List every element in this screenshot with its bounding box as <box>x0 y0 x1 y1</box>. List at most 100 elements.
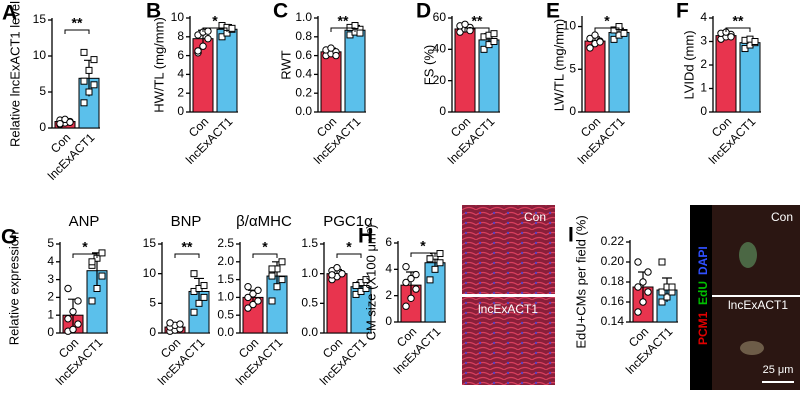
x-tick-label: lncExACT1 <box>45 130 98 183</box>
y-tick-label: 5 <box>39 84 46 98</box>
data-point <box>586 44 594 52</box>
y-tick-label: 0 <box>47 325 54 339</box>
sig-label: ** <box>72 15 83 31</box>
y-tick-label: 15 <box>33 12 47 26</box>
data-point <box>663 293 671 301</box>
y-tick-label: 40 <box>433 42 447 56</box>
x-tick-label: lncExACT1 <box>311 114 364 167</box>
data-point <box>194 47 202 55</box>
y-tick-label: 2.5 <box>217 236 234 250</box>
data-point <box>639 298 647 306</box>
panel-letter: G <box>1 226 17 249</box>
y-axis-label: RWT <box>278 50 293 79</box>
bar <box>739 42 761 113</box>
data-point <box>596 38 604 46</box>
data-point <box>658 258 666 266</box>
data-point <box>278 258 286 266</box>
data-point <box>176 320 184 328</box>
data-point <box>190 270 198 278</box>
sig-bracket <box>594 27 620 32</box>
y-axis-label: EdU+CMs per field (%) <box>573 215 588 348</box>
cell <box>739 242 757 268</box>
image-label: lncExACT1 <box>728 298 788 312</box>
data-point <box>741 45 749 53</box>
sig-bracket <box>64 29 90 34</box>
y-tick-label: 3 <box>47 272 54 286</box>
data-point <box>66 118 74 126</box>
panel-letter: B <box>146 0 161 23</box>
data-point <box>402 302 410 310</box>
data-point <box>74 297 82 305</box>
subplot-title: PGC1α <box>323 213 373 230</box>
data-point <box>268 265 276 273</box>
data-point <box>490 30 498 38</box>
data-point <box>204 27 212 35</box>
data-point <box>74 320 82 328</box>
y-tick-label: 0.18 <box>601 274 625 288</box>
y-tick-label: 4 <box>47 254 54 268</box>
data-point <box>69 307 77 316</box>
data-point <box>610 35 618 43</box>
data-point <box>244 293 252 302</box>
sig-bracket <box>336 253 362 258</box>
y-tick-label: 0.0 <box>217 325 234 339</box>
y-tick-label: 0 <box>177 104 184 118</box>
data-point <box>362 285 370 292</box>
y-tick-label: 0.2 <box>295 85 312 99</box>
image-label: lncExACT1 <box>478 302 538 316</box>
y-tick-label: 1.0 <box>295 10 312 24</box>
data-point <box>268 297 276 305</box>
y-tick-label: 1 <box>700 81 707 95</box>
y-tick-label: 0.16 <box>601 294 625 308</box>
panel-letter: C <box>273 0 288 23</box>
data-point <box>402 278 410 287</box>
data-point <box>56 119 64 128</box>
y-tick-label: 4 <box>385 262 392 276</box>
y-tick-label: 0.22 <box>601 234 625 248</box>
sig-bracket <box>202 27 228 32</box>
data-point <box>668 283 676 291</box>
data-point <box>620 29 628 37</box>
data-point <box>436 259 444 267</box>
data-point <box>273 283 281 291</box>
data-point <box>69 325 77 334</box>
data-point <box>332 51 340 60</box>
sig-bracket <box>330 27 356 32</box>
subplot-title: β/αMHC <box>236 213 292 230</box>
sig-label: * <box>420 238 426 254</box>
y-tick-label: 2 <box>47 290 54 304</box>
y-tick-label: 1.0 <box>217 290 234 304</box>
y-tick-label: 0 <box>700 104 707 118</box>
y-tick-label: 1 <box>47 307 54 321</box>
data-point <box>634 308 642 316</box>
bar <box>608 32 630 113</box>
y-tick-label: 2 <box>385 288 392 302</box>
panel-letter: F <box>676 0 689 23</box>
y-tick-label: 0.5 <box>217 307 234 321</box>
data-point <box>199 42 207 50</box>
image-label: Con <box>524 210 546 224</box>
image-con <box>462 205 555 294</box>
y-tick-label: 0 <box>569 104 576 118</box>
y-tick-label: 6 <box>177 48 184 62</box>
channel-label: DAPI <box>696 246 710 275</box>
data-point <box>634 258 642 266</box>
data-point <box>64 284 72 293</box>
y-tick-label: 0.4 <box>295 67 312 81</box>
sig-label: ** <box>182 239 193 255</box>
data-point <box>407 294 415 302</box>
y-tick-label: 4 <box>177 67 184 81</box>
data-point <box>412 270 420 279</box>
data-point <box>591 31 599 39</box>
panel-letter: A <box>2 2 17 25</box>
x-tick-label: lncExACT1 <box>53 335 106 388</box>
data-point <box>195 299 203 307</box>
data-point <box>327 44 335 52</box>
data-point <box>480 45 488 53</box>
y-axis-label: LW/TL (mg/mm) <box>551 19 566 111</box>
data-point <box>658 288 666 296</box>
data-point <box>64 315 72 323</box>
y-axis-label: Relative expression <box>6 232 21 345</box>
x-tick-label: lncExACT1 <box>317 335 370 388</box>
bar <box>584 40 606 113</box>
